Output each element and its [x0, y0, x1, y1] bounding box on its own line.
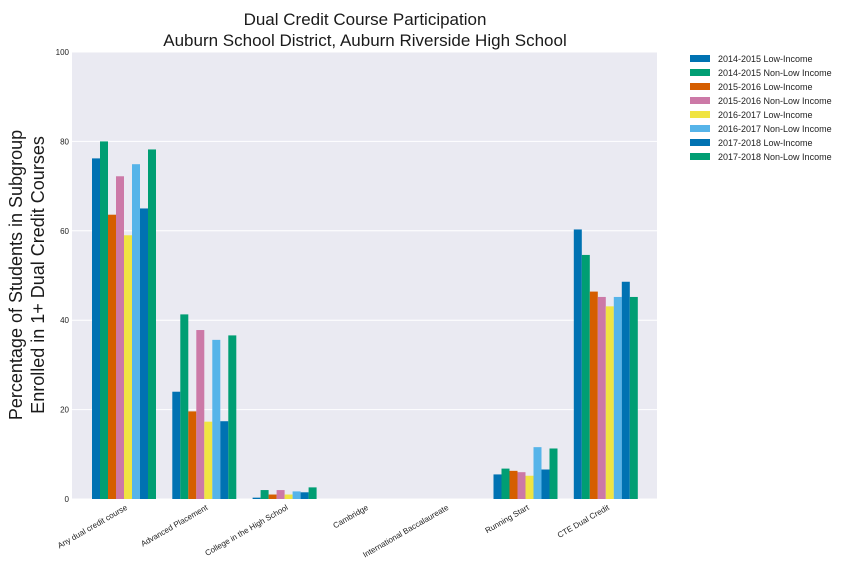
bar	[124, 235, 132, 499]
bar	[541, 469, 550, 499]
legend-label: 2014-2015 Non-Low Income	[718, 68, 832, 78]
plot-area	[72, 52, 657, 499]
x-tick-label: Cambridge	[332, 503, 371, 531]
x-tick-label: CTE Dual Credit	[556, 503, 612, 540]
bar	[509, 470, 518, 499]
bar	[212, 339, 221, 499]
bar	[188, 411, 197, 499]
bar	[276, 490, 285, 499]
bar	[140, 208, 148, 499]
legend-label: 2016-2017 Low-Income	[718, 110, 813, 120]
x-tick-label: Advanced Placement	[139, 503, 210, 549]
legend-label: 2014-2015 Low-Income	[718, 54, 813, 64]
bar	[533, 447, 542, 499]
legend-swatch	[690, 97, 710, 104]
bar	[228, 335, 237, 499]
bar	[260, 490, 269, 499]
bar	[92, 158, 100, 500]
x-tick-label: College in the High School	[203, 503, 289, 558]
legend-label: 2017-2018 Non-Low Income	[718, 152, 832, 162]
bar	[605, 306, 614, 499]
bar	[300, 492, 309, 499]
legend-label: 2016-2017 Non-Low Income	[718, 124, 832, 134]
x-axis-ticks: Any dual credit course Advanced Placement…	[56, 503, 612, 560]
legend: 2014-2015 Low-Income 2014-2015 Non-Low In…	[690, 54, 832, 162]
legend-swatch	[690, 55, 710, 62]
bar	[284, 494, 293, 499]
bar	[196, 330, 205, 499]
bar	[268, 494, 277, 499]
y-axis-label-line1: Percentage of Students in Subgroup	[6, 130, 26, 420]
chart-title: Dual Credit Course Participation	[244, 10, 487, 29]
bar	[621, 281, 630, 499]
legend-swatch	[690, 83, 710, 90]
legend-swatch	[690, 125, 710, 132]
bar	[549, 448, 558, 499]
bar	[517, 472, 526, 499]
bar	[613, 296, 622, 499]
bar	[597, 296, 606, 499]
legend-label: 2015-2016 Low-Income	[718, 82, 813, 92]
legend-swatch	[690, 69, 710, 76]
bar	[108, 214, 116, 499]
bar	[220, 421, 229, 499]
bar	[501, 468, 510, 499]
y-tick-label: 60	[60, 227, 69, 236]
bar	[132, 164, 140, 499]
bar	[581, 254, 590, 499]
bar	[172, 391, 181, 499]
y-tick-label: 100	[56, 48, 70, 57]
gridlines	[72, 51, 657, 500]
bar	[100, 141, 108, 499]
legend-label: 2017-2018 Low-Income	[718, 138, 813, 148]
chart-subtitle: Auburn School District, Auburn Riverside…	[163, 31, 566, 50]
bar	[629, 296, 638, 499]
x-tick-label: International Baccalaureate	[361, 503, 450, 560]
bar	[308, 487, 317, 499]
y-tick-label: 40	[60, 316, 69, 325]
bars-group	[92, 141, 638, 500]
y-tick-label: 0	[65, 495, 70, 504]
legend-swatch	[690, 139, 710, 146]
bar	[589, 291, 598, 499]
x-tick-label: Any dual credit course	[56, 503, 130, 551]
bar	[116, 176, 124, 500]
bar	[573, 229, 582, 500]
bar	[525, 475, 534, 499]
bar	[180, 314, 189, 499]
bar	[493, 474, 502, 499]
x-tick-label: Running Start	[484, 503, 532, 536]
bar	[148, 149, 156, 500]
y-tick-label: 80	[60, 137, 69, 146]
y-tick-label: 20	[60, 406, 69, 415]
bar	[204, 421, 213, 499]
legend-swatch	[690, 153, 710, 160]
y-axis-ticks: 0 20 40 60 80 100	[56, 48, 70, 504]
y-axis-label-line2: Enrolled in 1+ Dual Credit Courses	[28, 136, 48, 414]
legend-swatch	[690, 111, 710, 118]
bar	[252, 497, 261, 499]
legend-label: 2015-2016 Non-Low Income	[718, 96, 832, 106]
bar	[292, 491, 301, 499]
